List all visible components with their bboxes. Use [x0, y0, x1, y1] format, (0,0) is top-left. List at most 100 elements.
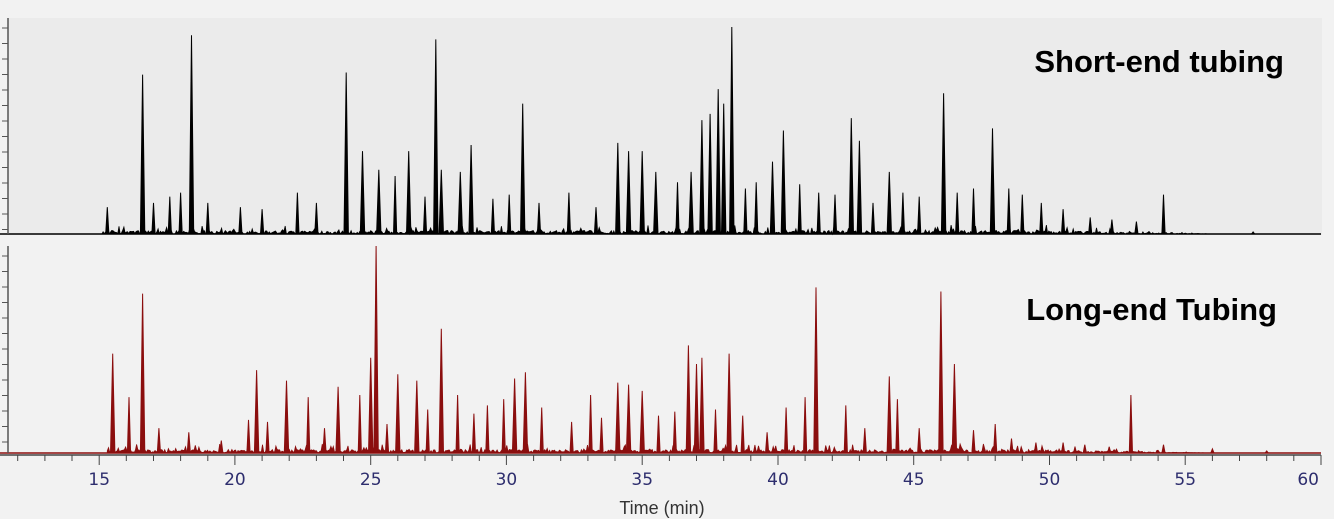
- peak: [699, 120, 705, 235]
- peak: [519, 103, 526, 235]
- peak: [205, 202, 210, 235]
- peak: [802, 397, 808, 454]
- peak: [373, 245, 379, 454]
- peak: [457, 171, 464, 235]
- peak: [283, 380, 290, 454]
- peak: [139, 293, 146, 454]
- peak: [639, 151, 645, 235]
- peak: [743, 188, 748, 235]
- peak: [615, 382, 621, 454]
- peak: [675, 182, 680, 235]
- peak: [253, 370, 260, 454]
- peak: [917, 196, 922, 235]
- peak: [615, 142, 621, 235]
- peak: [438, 169, 445, 235]
- peak: [713, 409, 718, 454]
- peak: [832, 194, 838, 235]
- peak: [1082, 444, 1088, 454]
- peak: [1039, 202, 1044, 235]
- peak: [343, 72, 349, 235]
- peak: [816, 192, 821, 235]
- peak: [707, 113, 713, 235]
- peak: [455, 394, 460, 454]
- peak: [1250, 231, 1256, 235]
- short-end-trace: [0, 26, 1321, 236]
- peak: [625, 151, 632, 235]
- peak: [870, 202, 876, 235]
- peak: [900, 192, 906, 235]
- peak: [259, 209, 265, 235]
- peak: [1088, 217, 1093, 235]
- peak: [764, 432, 770, 454]
- peak: [433, 39, 439, 235]
- y-axes: [2, 18, 9, 453]
- peak: [1134, 221, 1139, 235]
- peak: [238, 207, 243, 235]
- peak: [1161, 444, 1166, 454]
- x-tick-label: 55: [1174, 470, 1196, 490]
- peak: [1060, 442, 1066, 454]
- x-tick-label: 20: [224, 470, 246, 490]
- peak: [886, 376, 893, 454]
- x-tick-label: 15: [88, 470, 110, 490]
- peak: [688, 171, 694, 235]
- peak: [422, 196, 428, 235]
- peak: [1006, 188, 1011, 235]
- peak: [740, 415, 745, 454]
- peak: [917, 428, 922, 454]
- peak: [780, 130, 787, 235]
- peak: [167, 196, 172, 235]
- peak: [395, 374, 401, 454]
- top-panel-background: [8, 18, 1322, 235]
- peak: [384, 423, 390, 454]
- x-tick-label: 50: [1039, 470, 1061, 490]
- peak: [468, 144, 474, 235]
- peak: [322, 428, 327, 454]
- peak: [188, 35, 195, 235]
- x-tick-label: 35: [631, 470, 653, 490]
- x-tick-label: 25: [360, 470, 382, 490]
- peak: [471, 413, 477, 454]
- peak: [720, 103, 727, 235]
- peak: [993, 423, 998, 454]
- peak: [769, 161, 776, 235]
- peak: [109, 353, 116, 454]
- peak: [335, 386, 341, 454]
- peak: [599, 417, 604, 454]
- x-axis-title: Time (min): [619, 498, 704, 518]
- peak: [359, 151, 366, 235]
- peak: [1020, 194, 1025, 235]
- peak: [1128, 394, 1134, 454]
- peak: [588, 394, 593, 454]
- peak: [566, 192, 572, 235]
- peak: [783, 407, 789, 454]
- peak: [357, 394, 362, 454]
- peak: [1109, 219, 1115, 235]
- peak: [1106, 446, 1112, 454]
- peak: [843, 405, 848, 454]
- peak: [971, 188, 976, 235]
- short-end-label: Short-end tubing: [1034, 44, 1284, 79]
- peak: [754, 182, 759, 235]
- peak: [886, 171, 893, 235]
- peak: [105, 207, 110, 235]
- peak: [569, 421, 574, 454]
- long-end-label: Long-end Tubing: [1026, 292, 1277, 327]
- peak: [392, 175, 398, 235]
- peak: [951, 363, 958, 454]
- peak: [425, 409, 430, 454]
- peak: [699, 357, 705, 454]
- peak: [656, 415, 661, 454]
- x-tick-label: 30: [496, 470, 518, 490]
- peak: [862, 428, 867, 454]
- peak: [848, 118, 855, 235]
- peak: [405, 151, 412, 235]
- peak: [490, 198, 496, 235]
- peak: [501, 399, 506, 454]
- peak: [639, 390, 645, 454]
- peak: [511, 378, 518, 454]
- peak: [989, 128, 996, 235]
- peak: [593, 207, 599, 235]
- peak: [938, 291, 944, 454]
